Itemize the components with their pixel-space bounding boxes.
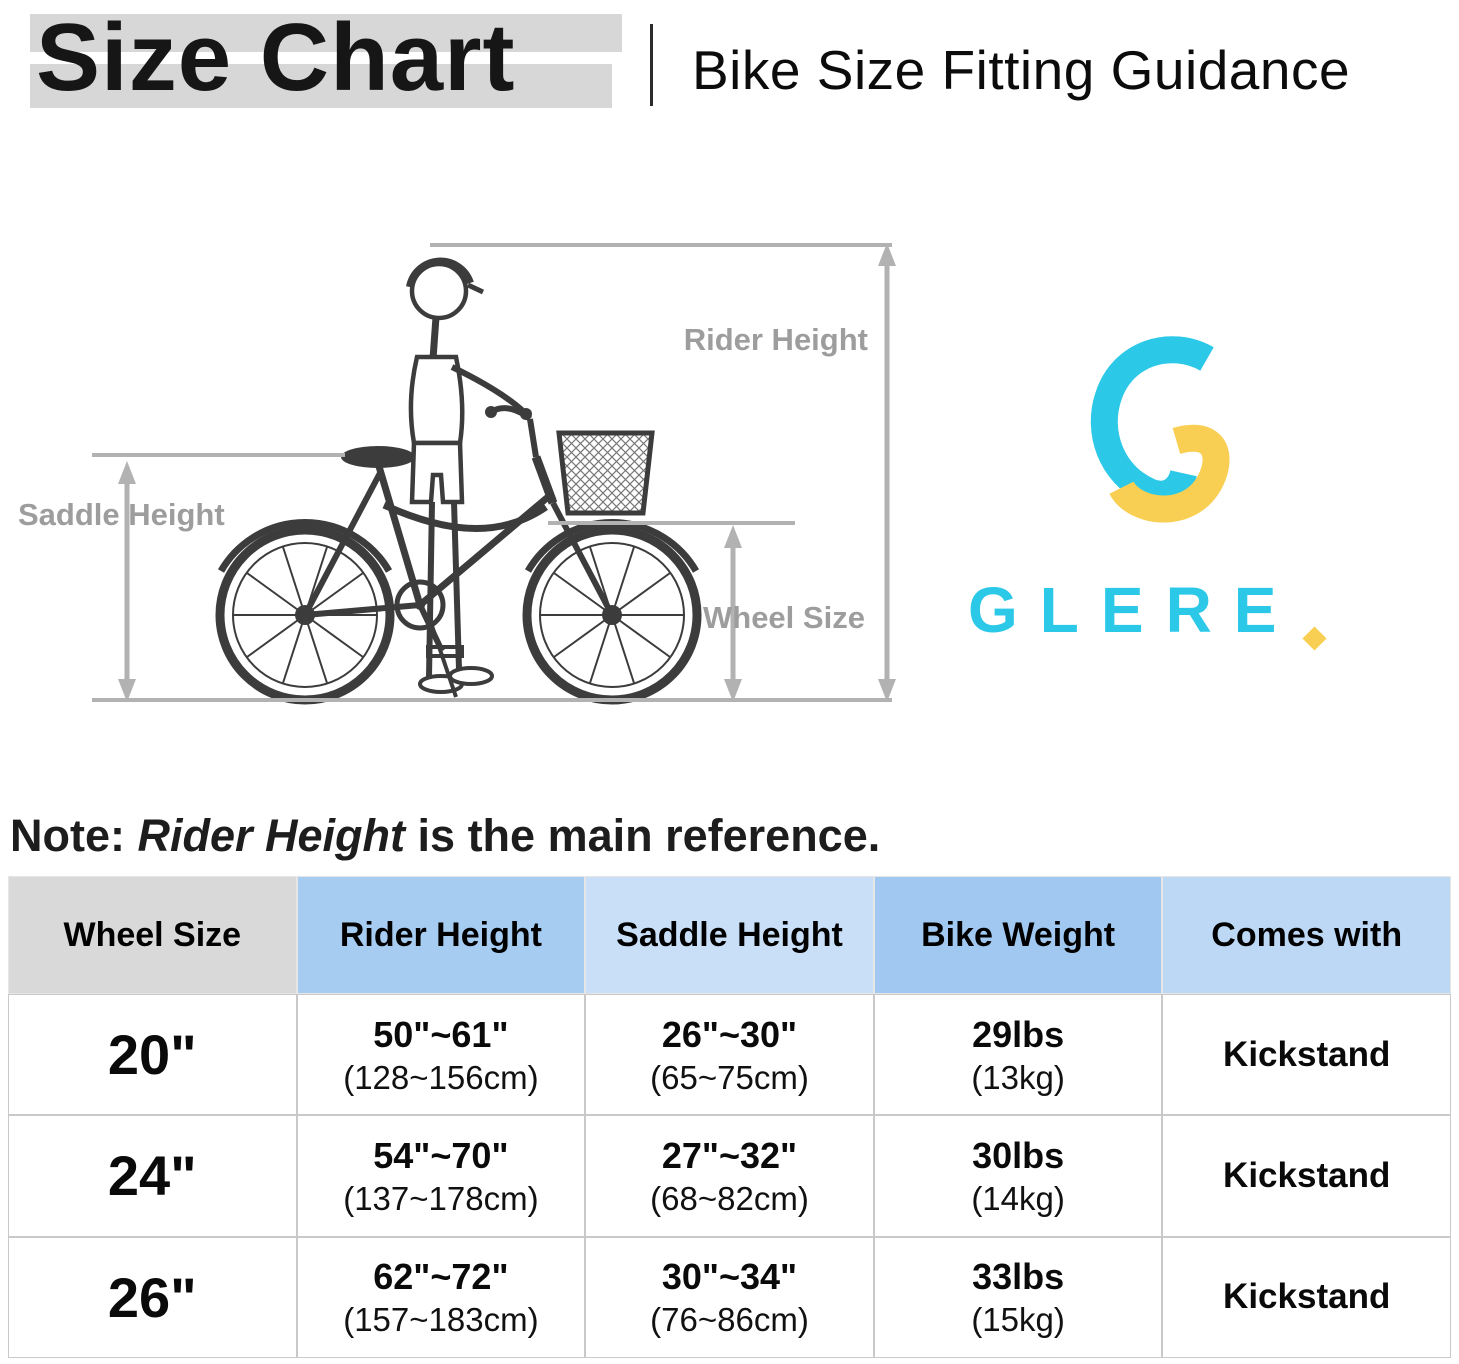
bike-line-drawing	[92, 243, 896, 705]
cell-wheel-size: 26"	[8, 1236, 297, 1358]
page-subtitle: Bike Size Fitting Guidance	[692, 39, 1351, 101]
saddle-height-in: 30"~34"	[661, 1256, 798, 1298]
rider-figure	[406, 257, 532, 694]
rider-height-in: 54"~70"	[373, 1134, 509, 1176]
brand-wordmark: GLERE	[968, 574, 1299, 646]
note-suffix: is the main reference.	[405, 810, 881, 861]
bike-weight-kg: (15kg)	[971, 1301, 1065, 1339]
cell-comes-with: Kickstand	[1162, 994, 1451, 1116]
cell-saddle-height: 30"~34" (76~86cm)	[585, 1236, 874, 1358]
saddle-height-arrow	[118, 461, 136, 702]
bike-weight-lbs: 30lbs	[972, 1134, 1065, 1176]
page-title: Size Chart	[36, 4, 516, 111]
brand-logo-icon	[1090, 336, 1230, 523]
wheel-size-value: 20"	[107, 1023, 197, 1087]
cell-bike-weight: 33lbs (15kg)	[873, 1236, 1163, 1358]
cell-comes-with: Kickstand	[1162, 1236, 1451, 1358]
rider-height-in: 62"~72"	[373, 1256, 509, 1298]
rider-height-in: 50"~61"	[373, 1013, 509, 1055]
rider-height-cm: (128~156cm)	[343, 1058, 539, 1096]
helmet-icon	[406, 257, 474, 288]
basket	[556, 430, 655, 516]
cell-rider-height: 50"~61" (128~156cm)	[296, 994, 586, 1116]
col-header-label: Bike Weight	[921, 915, 1116, 954]
cell-rider-height: 62"~72" (157~183cm)	[296, 1236, 586, 1358]
col-header-wheel-size: Wheel Size	[8, 876, 297, 994]
comes-with-value: Kickstand	[1223, 1155, 1391, 1195]
col-header-label: Rider Height	[339, 915, 542, 954]
bike-weight-lbs: 29lbs	[972, 1013, 1065, 1055]
cell-saddle-height: 26"~30" (65~75cm)	[585, 994, 874, 1116]
wheel-size-value: 24"	[107, 1144, 197, 1208]
wheel-size-value: 26"	[107, 1265, 197, 1329]
title-block: Size Chart	[30, 4, 622, 118]
cell-bike-weight: 29lbs (13kg)	[873, 994, 1163, 1116]
comes-with-value: Kickstand	[1223, 1277, 1391, 1317]
wheel-size-arrow	[724, 525, 742, 702]
bike-weight-kg: (14kg)	[971, 1179, 1065, 1217]
saddle-height-in: 26"~30"	[661, 1013, 798, 1055]
note-line: Note: Rider Height is the main reference…	[10, 810, 880, 862]
note-emphasis: Rider Height	[137, 810, 406, 861]
title-highlight-bar-top	[30, 14, 622, 52]
col-header-comes-with: Comes with	[1162, 876, 1451, 994]
cell-wheel-size: 20"	[8, 994, 297, 1116]
col-header-label: Saddle Height	[616, 915, 843, 954]
cell-comes-with: Kickstand	[1162, 1115, 1451, 1237]
col-header-rider-height: Rider Height	[296, 876, 586, 994]
cell-rider-height: 54"~70" (137~178cm)	[296, 1115, 586, 1237]
col-header-label: Comes with	[1211, 915, 1403, 954]
note-prefix: Note:	[10, 810, 138, 861]
wheel-size-label: Wheel Size	[703, 600, 865, 635]
size-table: Wheel Size Rider Height Saddle Height Bi…	[8, 876, 1451, 1358]
saddle-height-in: 27"~32"	[661, 1134, 798, 1176]
col-header-saddle-height: Saddle Height	[585, 876, 874, 994]
col-header-bike-weight: Bike Weight	[873, 876, 1163, 994]
cell-wheel-size: 24"	[8, 1115, 297, 1237]
rider-height-cm: (157~183cm)	[343, 1301, 539, 1339]
title-separator	[650, 24, 653, 106]
cell-saddle-height: 27"~32" (68~82cm)	[585, 1115, 874, 1237]
saddle-height-cm: (65~75cm)	[650, 1058, 809, 1096]
saddle	[341, 446, 415, 468]
reference-lines	[92, 243, 892, 702]
saddle-height-cm: (76~86cm)	[650, 1301, 809, 1339]
bike-measurement-diagram: Rider Height Saddle Height Wheel Size	[0, 205, 1459, 765]
bike-weight-lbs: 33lbs	[972, 1256, 1065, 1298]
bike-weight-kg: (13kg)	[971, 1058, 1065, 1096]
title-highlight-bar-bottom	[30, 64, 612, 108]
col-header-label: Wheel Size	[63, 915, 242, 954]
rider-height-label: Rider Height	[683, 322, 868, 357]
rider-height-arrow	[878, 243, 896, 702]
saddle-height-label: Saddle Height	[18, 497, 225, 532]
cell-bike-weight: 30lbs (14kg)	[873, 1115, 1163, 1237]
bicycle-drawing	[215, 405, 702, 705]
rider-height-cm: (137~178cm)	[343, 1179, 539, 1217]
comes-with-value: Kickstand	[1223, 1034, 1391, 1074]
saddle-height-cm: (68~82cm)	[650, 1179, 809, 1217]
